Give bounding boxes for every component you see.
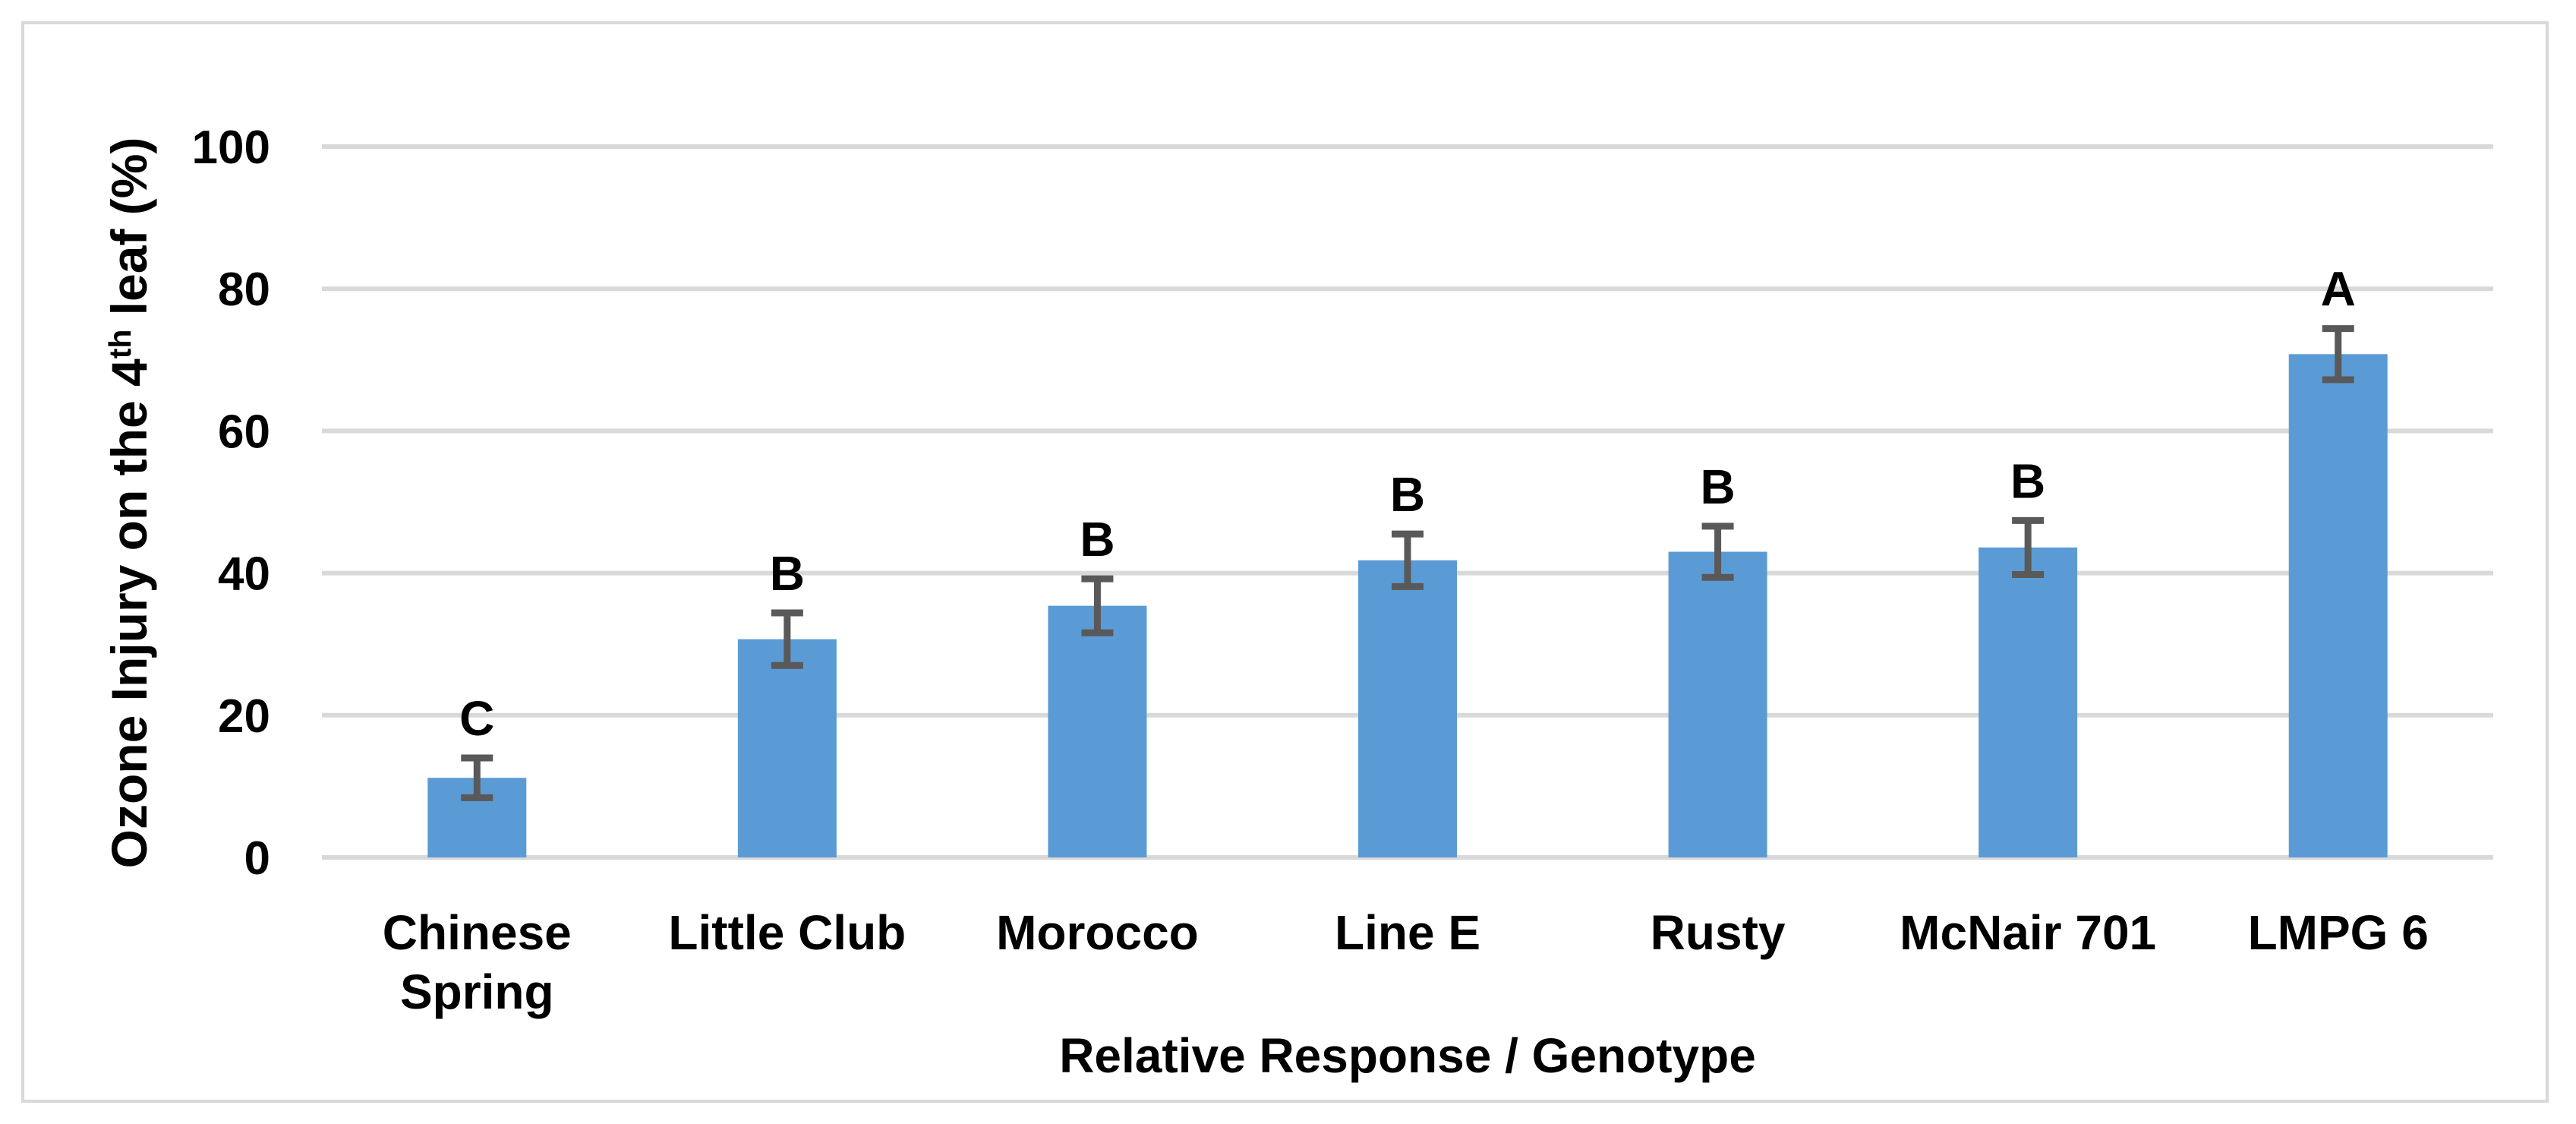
chart-border bbox=[21, 21, 2549, 1103]
significance-letter: B bbox=[1390, 467, 1425, 522]
category-label: Chinese bbox=[383, 905, 572, 960]
y-tick-label: 80 bbox=[218, 264, 270, 316]
y-tick-label: 100 bbox=[192, 122, 270, 174]
bar bbox=[1048, 605, 1147, 857]
bar bbox=[1358, 560, 1457, 857]
significance-letter: C bbox=[459, 691, 494, 746]
significance-letter: B bbox=[1080, 512, 1115, 567]
significance-letter: B bbox=[1700, 459, 1735, 514]
bar bbox=[737, 639, 837, 857]
significance-letter: B bbox=[770, 546, 805, 601]
y-tick-label: 60 bbox=[218, 406, 270, 458]
bar bbox=[2288, 354, 2388, 857]
category-label: Little Club bbox=[668, 905, 906, 960]
significance-letter: B bbox=[2010, 453, 2045, 508]
category-label: Line E bbox=[1335, 905, 1480, 960]
category-label: Spring bbox=[400, 965, 554, 1019]
y-axis-title-superscript: th bbox=[102, 329, 137, 359]
bar bbox=[1668, 551, 1767, 857]
y-tick-label: 0 bbox=[244, 832, 270, 885]
significance-letter: A bbox=[2321, 262, 2356, 317]
y-axis-title: Ozone Injury on the 4th leaf (%) bbox=[101, 137, 157, 869]
y-tick-label: 20 bbox=[218, 690, 270, 743]
y-tick-label: 40 bbox=[218, 548, 270, 601]
category-label: Rusty bbox=[1651, 905, 1786, 960]
category-label: LMPG 6 bbox=[2248, 905, 2429, 960]
category-label: McNair 701 bbox=[1900, 905, 2156, 960]
bar bbox=[1979, 547, 2078, 857]
category-label: Morocco bbox=[996, 905, 1199, 960]
x-axis-title: Relative Response / Genotype bbox=[1059, 1028, 1756, 1083]
